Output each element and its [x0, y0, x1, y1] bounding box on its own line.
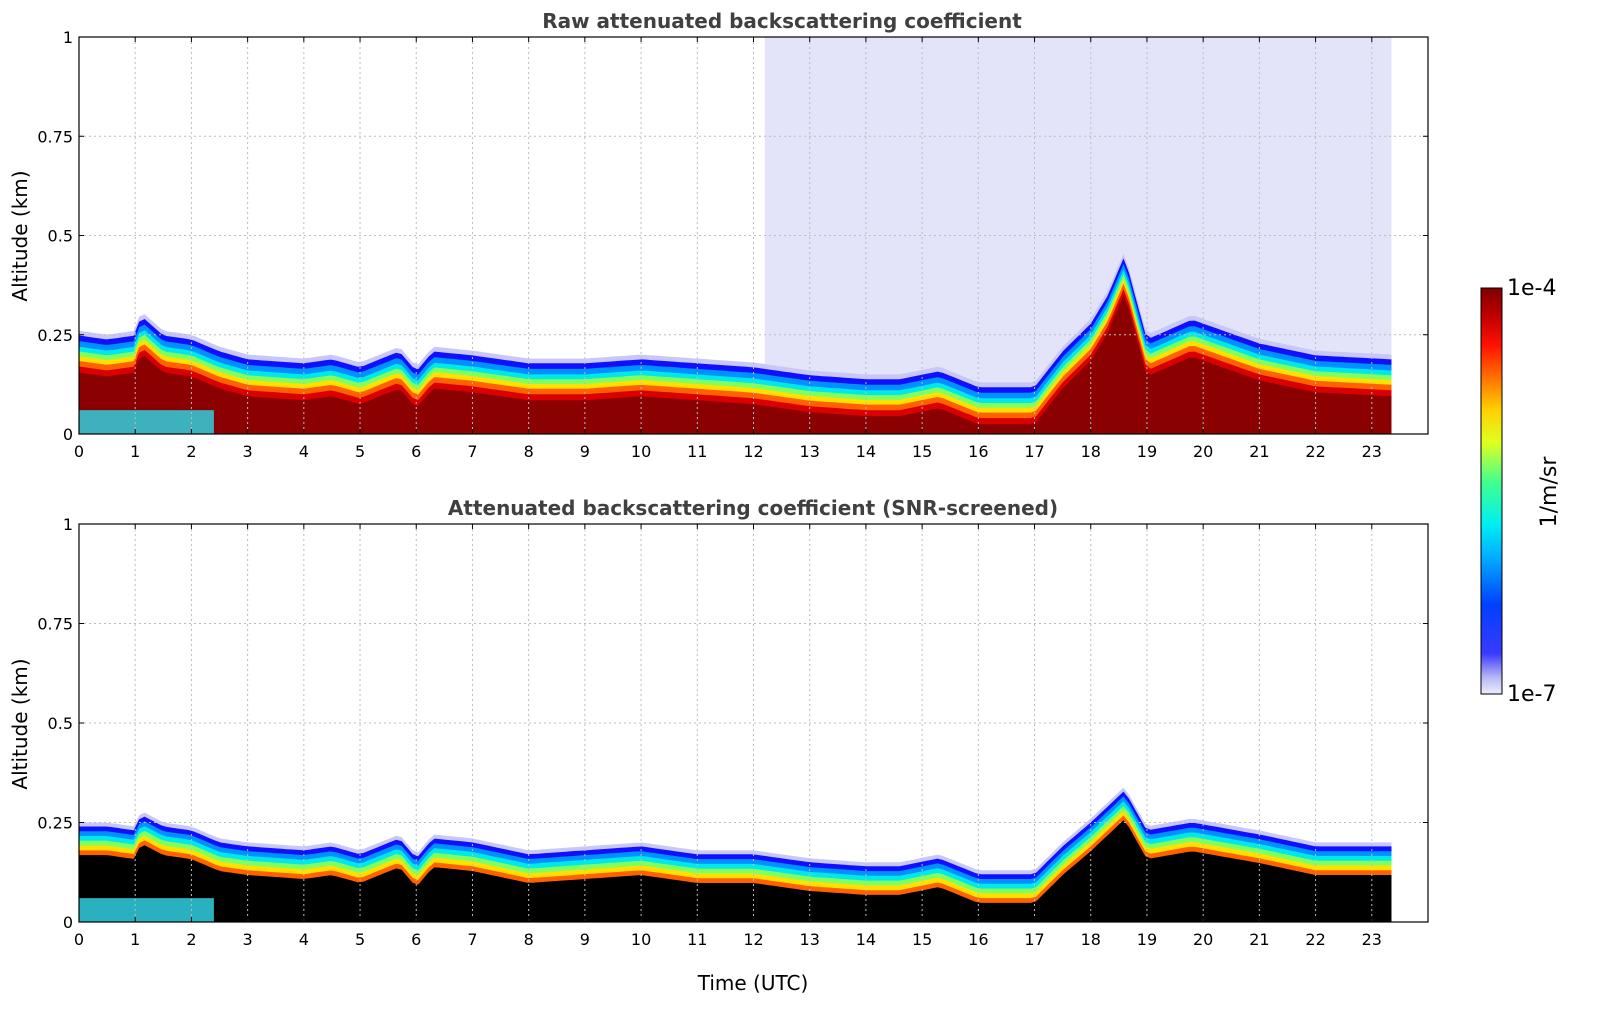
colorbar-gradient — [1480, 287, 1503, 695]
x-tick-label: 4 — [299, 442, 309, 461]
x-tick-label: 23 — [1362, 930, 1382, 949]
x-tick-label: 2 — [186, 930, 196, 949]
x-tick-label: 9 — [580, 930, 590, 949]
backscatter-band-8 — [79, 295, 1392, 434]
grid — [79, 37, 1428, 434]
ticks: 0 1 2 3 4 5 6 7 8 9 10 11 12 13 14 15 16 17 18 19 20 21 22 2300… — [37, 28, 1428, 461]
x-tick-label: 18 — [1081, 930, 1101, 949]
x-tick-label: 15 — [912, 442, 932, 461]
x-tick-label: 20 — [1193, 930, 1213, 949]
x-tick-label: 15 — [912, 930, 932, 949]
backscatter-band-7 — [79, 820, 1392, 922]
y-tick-label: 1 — [63, 515, 73, 534]
x-tick-label: 12 — [743, 930, 763, 949]
y-tick-label: 0 — [63, 425, 73, 444]
x-tick-label: 3 — [243, 930, 253, 949]
x-tick-label: 10 — [631, 930, 651, 949]
x-tick-label: 5 — [355, 930, 365, 949]
x-tick-label: 21 — [1249, 442, 1269, 461]
x-tick-label: 20 — [1193, 442, 1213, 461]
heatmap-layers — [79, 37, 1392, 434]
x-tick-label: 14 — [856, 442, 876, 461]
colorbar-max-label: 1e-4 — [1507, 276, 1556, 301]
x-tick-label: 13 — [800, 442, 820, 461]
x-tick-label: 0 — [74, 930, 84, 949]
y-tick-label: 1 — [63, 28, 73, 47]
y-axis-label: Altitude (km) — [8, 170, 32, 301]
ticks: 0 1 2 3 4 5 6 7 8 9 10 11 12 13 14 15 16 17 18 19 20 21 22 2300… — [37, 515, 1428, 949]
panel-title: Attenuated backscattering coefficient (S… — [448, 496, 1058, 520]
surface-layer-patch — [79, 898, 214, 922]
x-tick-label: 17 — [1024, 442, 1044, 461]
x-tick-label: 21 — [1249, 930, 1269, 949]
x-tick-label: 19 — [1137, 442, 1157, 461]
x-tick-label: 2 — [186, 442, 196, 461]
colorbar-min-label: 1e-7 — [1507, 682, 1556, 707]
x-tick-label: 16 — [968, 930, 988, 949]
y-tick-label: 0.25 — [37, 326, 73, 345]
x-tick-label: 18 — [1081, 442, 1101, 461]
x-tick-label: 19 — [1137, 930, 1157, 949]
x-tick-label: 8 — [524, 442, 534, 461]
x-tick-label: 7 — [467, 930, 477, 949]
heatmap-area: 0 1 2 3 4 5 6 7 8 9 10 11 12 13 14 15 16 17 18 19 20 21 22 2300… — [37, 28, 1429, 461]
colorbar: 1e-4 1e-7 1/m/sr — [1480, 276, 1562, 707]
x-tick-label: 1 — [130, 442, 140, 461]
y-tick-label: 0 — [63, 913, 73, 932]
x-tick-label: 22 — [1305, 930, 1325, 949]
y-tick-label: 0.25 — [37, 814, 73, 833]
x-tick-label: 9 — [580, 442, 590, 461]
x-tick-label: 16 — [968, 442, 988, 461]
y-tick-label: 0.75 — [37, 127, 73, 146]
panel-title: Raw attenuated backscattering coefficien… — [542, 9, 1022, 33]
raw-backscatter-panel: Raw attenuated backscattering coefficien… — [8, 9, 1429, 461]
x-tick-label: 0 — [74, 442, 84, 461]
x-tick-label: 23 — [1362, 442, 1382, 461]
x-tick-label: 4 — [299, 930, 309, 949]
x-tick-label: 13 — [800, 930, 820, 949]
grid — [79, 524, 1428, 922]
y-tick-label: 0.5 — [48, 227, 73, 246]
colorbar-unit-label: 1/m/sr — [1537, 456, 1562, 528]
x-axis-label: Time (UTC) — [697, 971, 809, 995]
heatmap-area: 0 1 2 3 4 5 6 7 8 9 10 11 12 13 14 15 16 17 18 19 20 21 22 2300… — [37, 515, 1429, 949]
x-tick-label: 10 — [631, 442, 651, 461]
x-tick-label: 8 — [524, 930, 534, 949]
x-tick-label: 14 — [856, 930, 876, 949]
y-tick-label: 0.75 — [37, 615, 73, 634]
x-tick-label: 1 — [130, 930, 140, 949]
x-tick-label: 17 — [1024, 930, 1044, 949]
x-tick-label: 12 — [743, 442, 763, 461]
x-tick-label: 7 — [467, 442, 477, 461]
x-tick-label: 6 — [411, 930, 421, 949]
x-tick-label: 22 — [1305, 442, 1325, 461]
x-tick-label: 6 — [411, 442, 421, 461]
x-tick-label: 11 — [687, 930, 707, 949]
x-tick-label: 5 — [355, 442, 365, 461]
y-tick-label: 0.5 — [48, 714, 73, 733]
surface-layer-patch — [79, 410, 214, 434]
screened-backscatter-panel: Attenuated backscattering coefficient (S… — [8, 496, 1429, 995]
x-tick-label: 11 — [687, 442, 707, 461]
y-axis-label: Altitude (km) — [8, 658, 32, 789]
heatmap-layers — [79, 787, 1392, 922]
x-tick-label: 3 — [243, 442, 253, 461]
